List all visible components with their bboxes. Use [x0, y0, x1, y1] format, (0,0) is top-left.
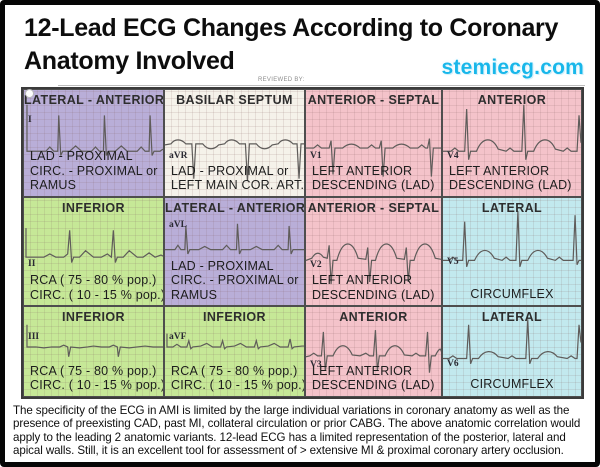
- ecg-trace-icon: [443, 198, 581, 306]
- lead-label: V1: [309, 151, 322, 162]
- ecg-cell-avl: LATERAL - ANTERIOR aVL LAD - PROXIMAL CIR…: [163, 196, 305, 307]
- artery-label: LEFT ANTERIOR DESCENDING (LAD): [312, 364, 438, 393]
- artery-line: LEFT ANTERIOR: [311, 163, 413, 178]
- page-title-line2: Anatomy Involved: [24, 47, 235, 75]
- lead-label: V2: [309, 259, 322, 270]
- ecg-cell-avr: BASILAR SEPTUM aVR LAD - PROXIMAL or LEFT…: [163, 89, 305, 197]
- ecg-trace-icon: [24, 90, 163, 196]
- ecg-trace-icon: [24, 198, 163, 306]
- lead-label: II: [28, 258, 36, 269]
- ecg-trace-icon: [443, 307, 581, 396]
- ecg-cell-v2: ANTERIOR - SEPTAL V2 LEFT ANTERIOR DESCEN…: [304, 196, 442, 307]
- footer-note: The specificity of the ECG in AMI is lim…: [13, 404, 581, 458]
- scan-note-label: REVIEWED BY:: [258, 77, 305, 83]
- ecg-trace-icon: [443, 90, 581, 196]
- artery-line: CIRCUMFLEX: [470, 377, 554, 392]
- artery-label: RCA ( 75 - 80 % pop.) CIRC. ( 10 - 15 % p…: [30, 363, 164, 393]
- ecg-cell-i: LATERAL - ANTERIOR I LAD - PROXIMAL CIRC.…: [23, 89, 164, 197]
- region-label: BASILAR SEPTUM: [176, 93, 293, 107]
- region-label: ANTERIOR - SEPTAL: [307, 93, 440, 107]
- region-label: INFERIOR: [62, 310, 125, 325]
- artery-label: RCA ( 75 - 80 % pop.) CIRC. ( 10 - 15 % p…: [170, 363, 305, 393]
- lead-label: III: [28, 332, 40, 343]
- lead-label: aVF: [168, 332, 187, 343]
- lead-label: aVL: [168, 220, 187, 231]
- ecg-cell-v6: LATERAL V6 CIRCUMFLEX: [442, 306, 582, 397]
- artery-line: DESCENDING (LAD): [311, 378, 435, 393]
- artery-label: CIRCUMFLEX: [443, 377, 581, 392]
- artery-line: LEFT ANTERIOR: [311, 273, 413, 288]
- artery-line: DESCENDING (LAD): [449, 178, 572, 193]
- artery-label: LEFT ANTERIOR DESCENDING (LAD): [449, 164, 578, 193]
- ecg-trace-icon: [306, 90, 441, 196]
- region-label: ANTERIOR: [477, 93, 547, 107]
- region-label: LATERAL - ANTERIOR: [164, 200, 305, 215]
- ecg-anatomy-grid: LATERAL - ANTERIOR I LAD - PROXIMAL CIRC.…: [21, 87, 584, 399]
- artery-label: LEFT ANTERIOR DESCENDING (LAD): [312, 273, 438, 302]
- artery-line: RCA ( 75 - 80 % pop.): [170, 363, 298, 378]
- artery-line: CIRC. ( 10 - 15 % pop.): [30, 287, 164, 302]
- ecg-trace-icon: [24, 307, 163, 396]
- artery-line: RAMUS: [30, 178, 77, 193]
- ecg-cell-v1: ANTERIOR - SEPTAL V1 LEFT ANTERIOR DESCEN…: [304, 89, 442, 197]
- artery-line: CIRC. ( 10 - 15 % pop.): [170, 378, 305, 393]
- ecg-trace-icon: [165, 198, 304, 306]
- region-label: ANTERIOR - SEPTAL: [307, 200, 440, 215]
- ecg-cell-ii: INFERIOR II RCA ( 75 - 80 % pop.) CIRC. (…: [23, 196, 164, 307]
- artery-line: LAD - PROXIMAL: [30, 149, 133, 164]
- lead-label: V5: [447, 256, 459, 267]
- artery-line: LEFT ANTERIOR: [449, 163, 550, 178]
- ecg-trace-icon: [165, 90, 304, 196]
- ecg-cell-v3: ANTERIOR V3 LEFT ANTERIOR DESCENDING (LAD…: [304, 306, 442, 397]
- artery-line: CIRCUMFLEX: [470, 286, 554, 301]
- region-label: INFERIOR: [62, 200, 125, 215]
- artery-line: LAD - PROXIMAL or: [170, 163, 289, 178]
- watermark-text: stemiecg.com: [441, 56, 584, 79]
- artery-line: LEFT MAIN COR. ART.: [170, 178, 305, 193]
- lead-label: V3: [309, 360, 322, 371]
- artery-label: LEFT ANTERIOR DESCENDING (LAD): [312, 164, 438, 193]
- region-label: LATERAL: [481, 310, 543, 325]
- artery-label: CIRCUMFLEX: [443, 287, 581, 302]
- lead-label: aVR: [168, 151, 188, 162]
- ecg-trace-icon: [306, 198, 441, 306]
- artery-line: LAD - PROXIMAL: [170, 258, 274, 273]
- page-title: 12-Lead ECG Changes According to Coronar…: [24, 12, 580, 78]
- scan-divider-line: [58, 85, 585, 86]
- lead-label: V4: [447, 151, 459, 162]
- lead-label: V6: [447, 358, 459, 369]
- region-label: LATERAL - ANTERIOR: [24, 93, 164, 107]
- artery-line: RCA ( 75 - 80 % pop.): [30, 363, 157, 378]
- ecg-cell-avf: INFERIOR aVF RCA ( 75 - 80 % pop.) CIRC. …: [163, 306, 305, 397]
- artery-label: LAD - PROXIMAL or LEFT MAIN COR. ART.: [170, 163, 305, 193]
- ecg-trace-icon: [306, 307, 441, 396]
- lead-label: I: [28, 115, 32, 126]
- artery-label: RCA ( 75 - 80 % pop.) CIRC. ( 10 - 15 % p…: [30, 273, 164, 302]
- artery-line: CIRC. - PROXIMAL or: [170, 273, 299, 288]
- region-label: INFERIOR: [203, 310, 266, 325]
- artery-line: RCA ( 75 - 80 % pop.): [30, 273, 157, 288]
- ecg-trace-icon: [165, 307, 304, 396]
- ecg-cell-iii: INFERIOR III RCA ( 75 - 80 % pop.) CIRC. …: [23, 306, 164, 397]
- ecg-cell-v5: LATERAL V5 CIRCUMFLEX: [442, 196, 582, 307]
- artery-line: DESCENDING (LAD): [311, 178, 435, 193]
- artery-line: CIRC. - PROXIMAL or: [30, 163, 158, 178]
- scan-artifact-dot: [25, 89, 34, 98]
- artery-line: RAMUS: [170, 287, 218, 302]
- artery-line: DESCENDING (LAD): [311, 287, 435, 302]
- region-label: LATERAL: [481, 200, 543, 215]
- artery-line: CIRC. ( 10 - 15 % pop.): [30, 378, 164, 393]
- artery-label: LAD - PROXIMAL CIRC. - PROXIMAL or RAMUS: [30, 149, 160, 193]
- page-title-line1: 12-Lead ECG Changes According to Coronar…: [24, 14, 559, 42]
- artery-label: LAD - PROXIMAL CIRC. - PROXIMAL or RAMUS: [171, 259, 301, 303]
- ecg-cell-v4: ANTERIOR V4 LEFT ANTERIOR DESCENDING (LAD…: [442, 89, 582, 197]
- region-label: ANTERIOR: [339, 310, 408, 325]
- artery-line: LEFT ANTERIOR: [311, 363, 413, 378]
